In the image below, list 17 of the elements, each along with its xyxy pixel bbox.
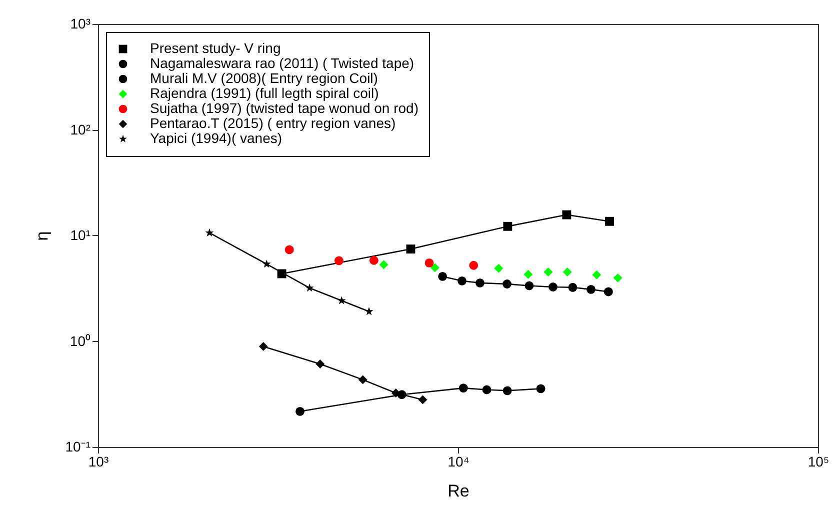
x-tick-label: 10⁵ <box>808 454 830 470</box>
y-tick-label: 10³ <box>70 16 91 32</box>
y-tick-label: 10⁻¹ <box>65 438 91 454</box>
x-tick-label: 10⁴ <box>448 454 470 470</box>
legend-label: Present study- V ring <box>150 40 281 56</box>
legend-label: Nagamaleswara rao (2011) ( Twisted tape) <box>150 55 414 71</box>
legend-label: Murali M.V (2008)( Entry region Coil) <box>150 70 378 86</box>
y-tick-label: 10⁰ <box>70 332 90 349</box>
legend-label: Sujatha (1997) (twisted tape wonud on rod) <box>150 100 418 116</box>
y-axis-title: η <box>32 231 52 241</box>
x-tick-label: 10³ <box>88 454 109 470</box>
legend-label: Pentarao.T (2015) ( entry region vanes) <box>150 115 396 131</box>
x-axis-title: Re <box>448 482 470 500</box>
legend-label: Yapici (1994)( vanes) <box>150 130 282 146</box>
y-tick-label: 10¹ <box>70 227 91 243</box>
legend-label: Rajendra (1991) (full legth spiral coil) <box>150 85 379 101</box>
y-tick-label: 10² <box>70 121 91 138</box>
